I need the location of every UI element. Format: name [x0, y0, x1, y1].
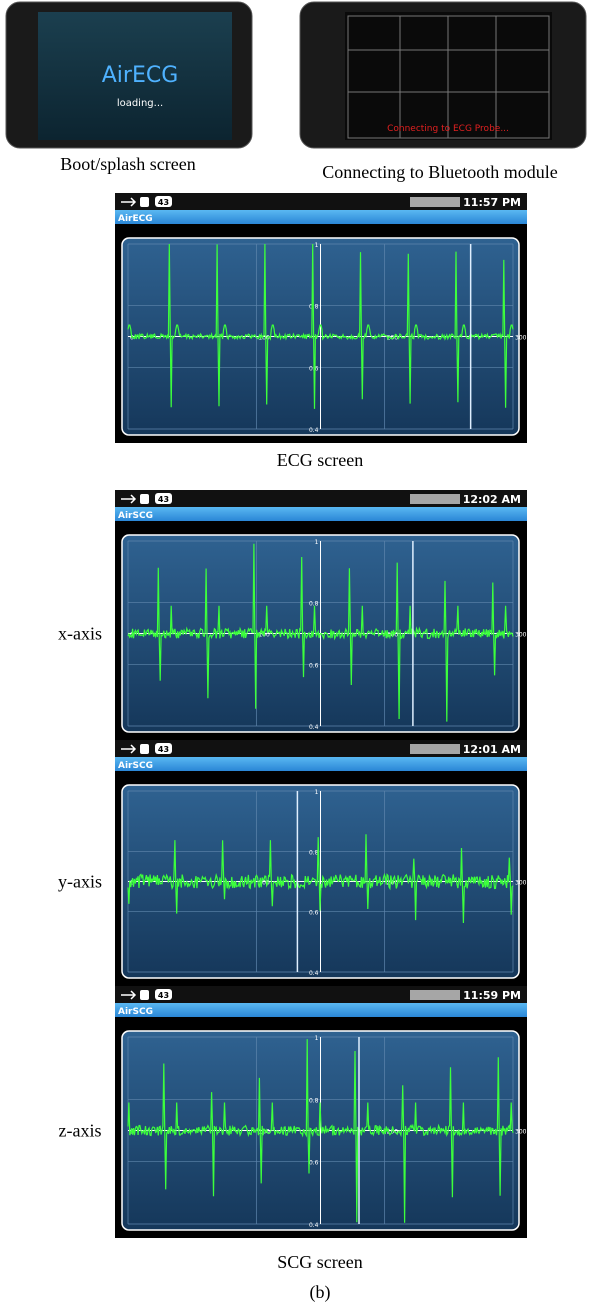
figure: AirECG loading... Boot/splash screen Con… [0, 0, 599, 1310]
y-tick-label: 1 [315, 539, 319, 546]
y-tick-label: 0.4 [309, 1222, 319, 1229]
status-time: 12:01 AM [463, 743, 521, 756]
status-time: 12:02 AM [463, 493, 521, 506]
caption: Boot/splash screen [60, 154, 195, 174]
y-tick-label: 1 [315, 789, 319, 796]
axis-label: x-axis [58, 624, 102, 644]
y-tick-label: 0.6 [309, 910, 319, 917]
y-tick-label: 0.6 [309, 1160, 319, 1167]
y-tick-label: 0.8 [309, 601, 319, 608]
badge-text: 43 [158, 745, 169, 754]
title-bar [115, 507, 527, 521]
android-icon [140, 494, 149, 504]
loading-text: loading... [117, 98, 163, 109]
title-bar [115, 210, 527, 224]
caption: ECG screen [277, 450, 363, 470]
signal-icon [410, 494, 460, 504]
app-title: AirSCG [118, 761, 153, 771]
badge-text: 43 [158, 495, 169, 504]
status-time: 11:57 PM [463, 196, 521, 209]
android-icon [140, 197, 149, 207]
y-tick-label: 0.4 [309, 724, 319, 731]
x-tick-label: 300 [515, 632, 527, 639]
signal-icon [410, 197, 460, 207]
app-logo: AirECG [102, 63, 179, 88]
android-icon [140, 990, 149, 1000]
axis-label: y-axis [58, 872, 102, 892]
badge-text: 43 [158, 198, 169, 207]
status-time: 11:59 PM [463, 989, 521, 1002]
app-title: AirSCG [118, 511, 153, 521]
y-tick-label: 1 [315, 242, 319, 249]
caption: SCG screen [277, 1252, 362, 1272]
x-tick-label: 300 [515, 1129, 527, 1136]
y-tick-label: 0.4 [309, 427, 319, 434]
y-tick-label: 0.4 [309, 970, 319, 977]
android-icon [140, 744, 149, 754]
signal-icon [410, 744, 460, 754]
x-tick-label: 300 [515, 880, 527, 887]
app-title: AirECG [118, 214, 153, 224]
app-title: AirSCG [118, 1007, 153, 1017]
panel-label: (b) [310, 1282, 331, 1303]
caption: Connecting to Bluetooth module [322, 162, 557, 182]
y-tick-label: 0.8 [309, 849, 319, 856]
x-tick-label: 300 [515, 335, 527, 342]
y-tick-label: 1 [315, 1035, 319, 1042]
signal-icon [410, 990, 460, 1000]
badge-text: 43 [158, 991, 169, 1000]
axis-label: z-axis [59, 1121, 102, 1141]
y-tick-label: 0.6 [309, 662, 319, 669]
title-bar [115, 757, 527, 771]
connecting-text: Connecting to ECG Probe... [387, 124, 509, 134]
title-bar [115, 1003, 527, 1017]
y-tick-label: 0.8 [309, 1097, 319, 1104]
